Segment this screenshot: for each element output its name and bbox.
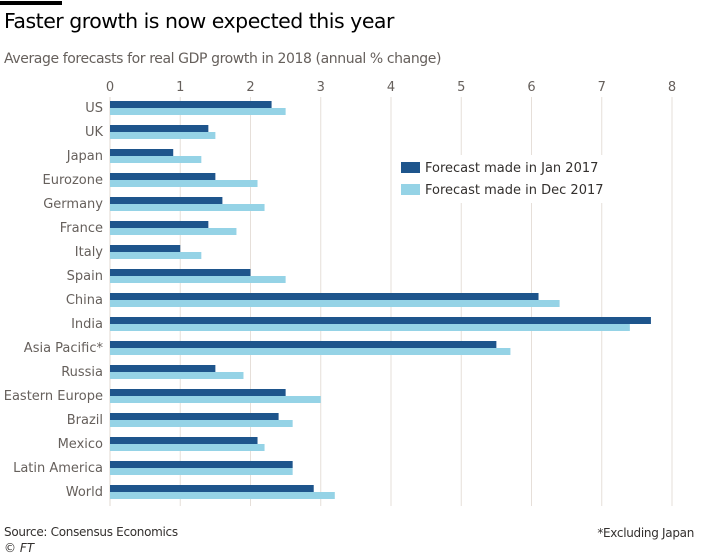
bar-dec-2017 <box>110 204 265 211</box>
category-label: US <box>85 101 103 116</box>
legend-swatch-jan-2017 <box>401 162 420 173</box>
bar-jan-2017 <box>110 389 286 396</box>
bar-dec-2017 <box>110 228 237 235</box>
ft-brand: FT <box>19 541 35 555</box>
category-label: UK <box>85 125 104 140</box>
category-label: Mexico <box>58 437 103 452</box>
x-tick-label: 6 <box>527 80 535 95</box>
brand-top-bar <box>0 1 62 5</box>
category-label: Eurozone <box>43 173 103 188</box>
bar-dec-2017 <box>110 132 216 139</box>
x-tick-label: 4 <box>387 80 395 95</box>
legend-background <box>394 155 604 203</box>
copyright-symbol: © <box>4 541 16 555</box>
source-note: Source: Consensus Economics <box>4 525 178 539</box>
bar-dec-2017 <box>110 300 560 307</box>
bar-jan-2017 <box>110 269 251 276</box>
category-label: China <box>66 293 103 308</box>
bar-jan-2017 <box>110 293 539 300</box>
bar-dec-2017 <box>110 444 265 451</box>
legend-label-jan-2017: Forecast made in Jan 2017 <box>425 161 598 176</box>
category-label: India <box>71 317 103 332</box>
bar-jan-2017 <box>110 485 314 492</box>
x-tick-label: 2 <box>246 80 254 95</box>
category-label: Asia Pacific* <box>24 341 104 356</box>
chart-title: Faster growth is now expected this year <box>4 9 394 33</box>
bar-dec-2017 <box>110 468 293 475</box>
category-label: Latin America <box>13 461 103 476</box>
bar-jan-2017 <box>110 317 651 324</box>
x-tick-label: 0 <box>106 80 114 95</box>
legend-label-dec-2017: Forecast made in Dec 2017 <box>425 183 604 198</box>
legend: Forecast made in Jan 2017 Forecast made … <box>394 155 604 203</box>
bar-jan-2017 <box>110 341 497 348</box>
bar-jan-2017 <box>110 365 216 372</box>
bar-dec-2017 <box>110 156 202 163</box>
bar-dec-2017 <box>110 252 202 259</box>
bar-jan-2017 <box>110 221 209 228</box>
category-label: Germany <box>43 197 103 212</box>
x-axis-ticks: 0 1 2 3 4 5 6 7 8 <box>106 80 676 95</box>
category-label: Brazil <box>67 413 103 428</box>
legend-swatch-dec-2017 <box>401 184 420 195</box>
copyright: © FT <box>4 541 34 555</box>
bars <box>110 101 651 499</box>
bar-dec-2017 <box>110 276 286 283</box>
category-label: Eastern Europe <box>4 389 103 404</box>
bar-dec-2017 <box>110 420 293 427</box>
x-tick-label: 5 <box>457 80 465 95</box>
x-tick-label: 7 <box>598 80 606 95</box>
bar-jan-2017 <box>110 245 181 252</box>
category-label: Spain <box>67 269 103 284</box>
category-labels: US UK Japan Eurozone Germany France Italy Spain… <box>4 101 104 500</box>
bar-jan-2017 <box>110 101 272 108</box>
bar-dec-2017 <box>110 492 335 499</box>
bar-jan-2017 <box>110 413 279 420</box>
bar-dec-2017 <box>110 372 244 379</box>
bar-jan-2017 <box>110 149 174 156</box>
bar-jan-2017 <box>110 197 223 204</box>
bar-jan-2017 <box>110 125 209 132</box>
bar-dec-2017 <box>110 324 630 331</box>
chart-subtitle: Average forecasts for real GDP growth in… <box>4 51 442 67</box>
category-label: France <box>60 221 103 236</box>
footnote: *Excluding Japan <box>597 526 694 540</box>
bar-dec-2017 <box>110 108 286 115</box>
category-label: Russia <box>61 365 103 380</box>
bar-jan-2017 <box>110 461 293 468</box>
x-tick-label: 1 <box>176 80 184 95</box>
x-tick-label: 3 <box>317 80 325 95</box>
bar-jan-2017 <box>110 437 258 444</box>
bar-jan-2017 <box>110 173 216 180</box>
category-label: Italy <box>75 245 104 260</box>
bar-dec-2017 <box>110 180 258 187</box>
category-label: Japan <box>66 149 103 164</box>
bar-dec-2017 <box>110 396 321 403</box>
bar-dec-2017 <box>110 348 511 355</box>
x-tick-label: 8 <box>668 80 676 95</box>
category-label: World <box>66 485 103 500</box>
